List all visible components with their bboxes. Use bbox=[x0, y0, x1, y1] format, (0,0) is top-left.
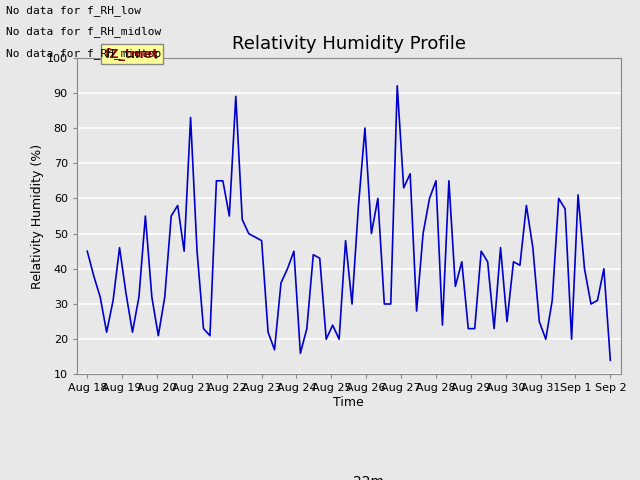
Text: No data for f_RH_midtop: No data for f_RH_midtop bbox=[6, 48, 162, 59]
Text: fZ_tmet: fZ_tmet bbox=[105, 48, 159, 60]
Text: No data for f_RH_midlow: No data for f_RH_midlow bbox=[6, 26, 162, 37]
Y-axis label: Relativity Humidity (%): Relativity Humidity (%) bbox=[31, 144, 44, 288]
Title: Relativity Humidity Profile: Relativity Humidity Profile bbox=[232, 35, 466, 53]
X-axis label: Time: Time bbox=[333, 396, 364, 409]
Text: No data for f_RH_low: No data for f_RH_low bbox=[6, 5, 141, 16]
Legend: 22m: 22m bbox=[308, 469, 389, 480]
